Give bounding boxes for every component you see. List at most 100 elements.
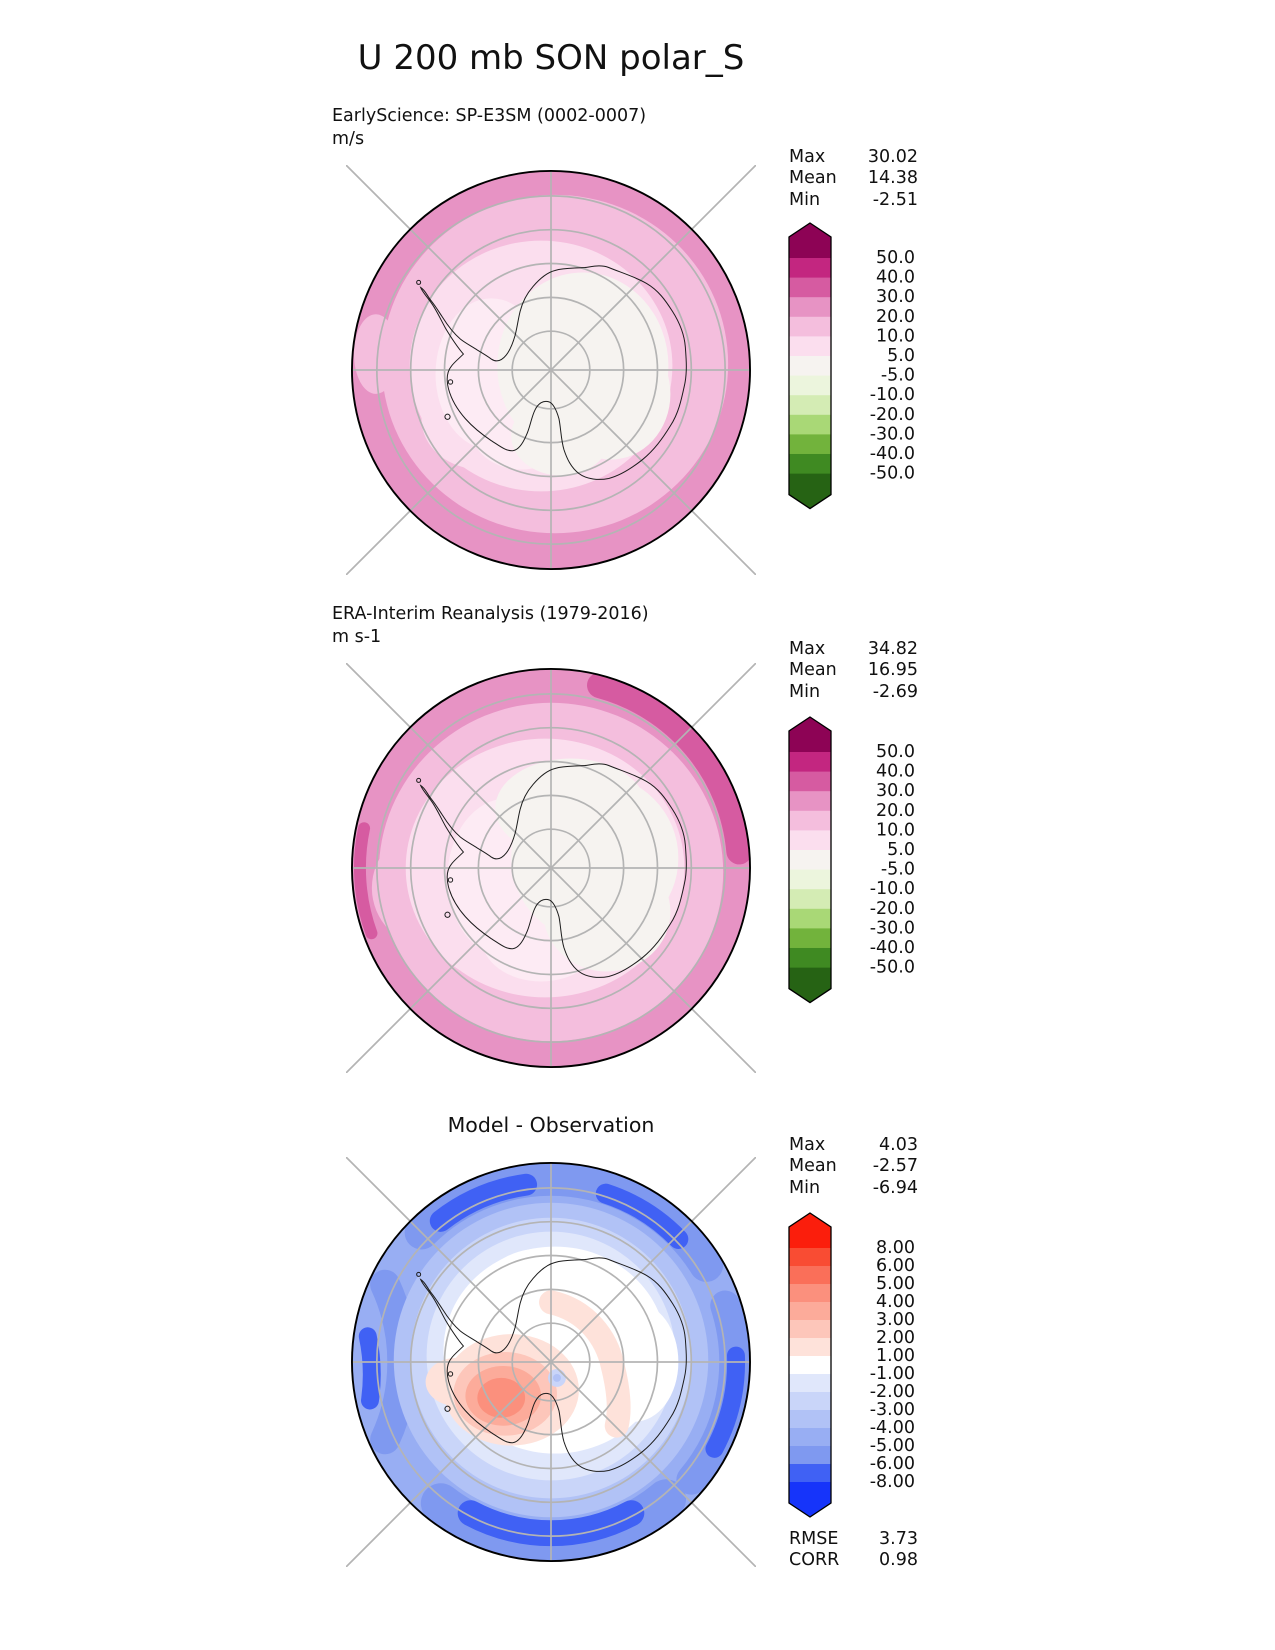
map-boundary bbox=[352, 669, 750, 1067]
colorbar-tick-label: -8.00 bbox=[870, 1472, 915, 1492]
colorbar-outline bbox=[788, 222, 832, 510]
colorbar-band bbox=[789, 928, 832, 949]
colorbar-tick-label: 3.00 bbox=[876, 1310, 915, 1330]
colorbar-band bbox=[789, 947, 832, 969]
colorbar-tick-label: 4.00 bbox=[876, 1292, 915, 1312]
obs-map bbox=[346, 663, 756, 1073]
antarctica-coastline bbox=[417, 764, 687, 977]
stat-label: Min bbox=[789, 1177, 821, 1198]
colorbar-tick-label: -40.0 bbox=[870, 938, 915, 958]
colorbar-band bbox=[789, 889, 832, 910]
stat-value: 4.03 bbox=[879, 1135, 918, 1155]
colorbar-tick-label: -1.00 bbox=[870, 1364, 915, 1384]
colorbar-tick-label: -5.0 bbox=[881, 366, 915, 386]
colorbar-band bbox=[789, 453, 832, 475]
colorbar-tick-label: 5.0 bbox=[887, 840, 915, 860]
colorbar-tick-label: 20.0 bbox=[876, 307, 915, 327]
stat-label: Min bbox=[789, 681, 821, 702]
colorbar-band bbox=[789, 1320, 831, 1339]
colorbar-band bbox=[789, 1392, 831, 1411]
colorbar-tick-label: 20.0 bbox=[876, 801, 915, 821]
colorbar-tick-label: -10.0 bbox=[870, 879, 915, 899]
panel1-subtitle: EarlyScience: SP-E3SM (0002-0007) bbox=[332, 106, 647, 126]
colorbar-tick-label: 5.00 bbox=[876, 1274, 915, 1294]
colorbar-tick-label: 1.00 bbox=[876, 1346, 915, 1366]
colorbar-band bbox=[789, 849, 832, 871]
colorbar-tick-label: 40.0 bbox=[876, 268, 915, 288]
colorbar-band bbox=[789, 1266, 831, 1285]
stat-row: Mean 16.95 bbox=[789, 660, 918, 681]
colorbar-band bbox=[789, 395, 832, 416]
stat-row: Min -2.69 bbox=[789, 682, 918, 703]
colorbar-band bbox=[789, 414, 832, 435]
stat-row: Max 34.82 bbox=[789, 639, 918, 660]
colorbar-band bbox=[789, 1410, 831, 1429]
colorbar-tick-label: 10.0 bbox=[876, 326, 915, 346]
diff-map bbox=[346, 1157, 756, 1567]
stat-label: Mean bbox=[789, 660, 837, 681]
colorbar-tick-label: -10.0 bbox=[870, 385, 915, 405]
colorbar-band bbox=[789, 1356, 831, 1375]
colorbar-tick-label: -5.00 bbox=[870, 1436, 915, 1456]
colorbar-band bbox=[789, 336, 832, 357]
colorbar-band bbox=[789, 434, 832, 455]
colorbar-tick-label: -5.0 bbox=[881, 860, 915, 880]
stat-label: Max bbox=[789, 639, 826, 659]
colorbar-lower-extension bbox=[789, 1482, 831, 1517]
stat-row: Mean 14.38 bbox=[789, 168, 918, 189]
colorbar-tick-label: -20.0 bbox=[870, 405, 915, 425]
stat-row: Min -6.94 bbox=[789, 1178, 918, 1199]
colorbar-tick-label: 8.00 bbox=[876, 1238, 915, 1258]
model-map bbox=[346, 165, 756, 575]
colorbar-outline bbox=[788, 716, 832, 1004]
colorbar-upper-extension bbox=[789, 222, 832, 258]
colorbar-tick-label: 50.0 bbox=[876, 742, 915, 762]
colorbar-band bbox=[789, 257, 832, 279]
colorbar-band bbox=[789, 1302, 831, 1321]
colorbar-tick-label: -50.0 bbox=[870, 958, 915, 978]
stat-value: -6.94 bbox=[872, 1177, 918, 1198]
colorbar-band bbox=[789, 1428, 831, 1447]
antarctica-coastline bbox=[417, 1258, 687, 1471]
stat-row: Max 30.02 bbox=[789, 147, 918, 168]
diff-colorbar: 8.006.005.004.003.002.001.00-1.00-2.00-3… bbox=[788, 1212, 915, 1518]
colorbar-tick-label: -20.0 bbox=[870, 899, 915, 919]
stat-value: 16.95 bbox=[867, 660, 918, 681]
colorbar-tick-label: 50.0 bbox=[876, 248, 915, 268]
stat-value: 34.82 bbox=[867, 639, 918, 659]
stat-value: 14.38 bbox=[867, 168, 918, 189]
colorbar-band bbox=[789, 908, 832, 929]
colorbar-band bbox=[789, 277, 832, 298]
colorbar-tick-label: 5.0 bbox=[887, 346, 915, 366]
colorbar-tick-label: -30.0 bbox=[870, 424, 915, 444]
colorbar-band bbox=[789, 1338, 831, 1357]
colorbar-band bbox=[789, 297, 832, 318]
colorbar-band bbox=[789, 810, 832, 831]
stat-row: Mean -2.57 bbox=[789, 1156, 918, 1177]
stat-label: Mean bbox=[789, 1156, 837, 1177]
colorbar-band bbox=[789, 1464, 831, 1483]
graticule bbox=[346, 165, 756, 575]
colorbar-band bbox=[789, 1248, 831, 1267]
stat-label: Mean bbox=[789, 168, 837, 189]
colorbar-upper-extension bbox=[789, 716, 832, 752]
colorbar-band bbox=[789, 355, 832, 377]
stat-row: Min -2.51 bbox=[789, 190, 918, 211]
colorbar-band bbox=[789, 1374, 831, 1393]
colorbar-outline bbox=[788, 1212, 832, 1518]
metric-value: 0.98 bbox=[879, 1550, 918, 1571]
colorbar-band bbox=[789, 771, 832, 792]
stat-row: Max 4.03 bbox=[789, 1135, 918, 1156]
stat-label: Max bbox=[789, 147, 826, 167]
colorbar-tick-label: 2.00 bbox=[876, 1328, 915, 1348]
colorbar-tick-label: -40.0 bbox=[870, 444, 915, 464]
colorbar-band bbox=[789, 1284, 831, 1303]
colorbar-tick-label: -50.0 bbox=[870, 464, 915, 484]
panel3-stats: Max 4.03 Mean -2.57 Min -6.94 bbox=[789, 1135, 918, 1199]
colorbar-tick-label: -30.0 bbox=[870, 918, 915, 938]
colorbar-band bbox=[789, 751, 832, 773]
colorbar-tick-label: -2.00 bbox=[870, 1382, 915, 1402]
metric-row: CORR 0.98 bbox=[789, 1550, 918, 1571]
graticule bbox=[346, 1157, 756, 1567]
metric-label: CORR bbox=[789, 1550, 840, 1571]
